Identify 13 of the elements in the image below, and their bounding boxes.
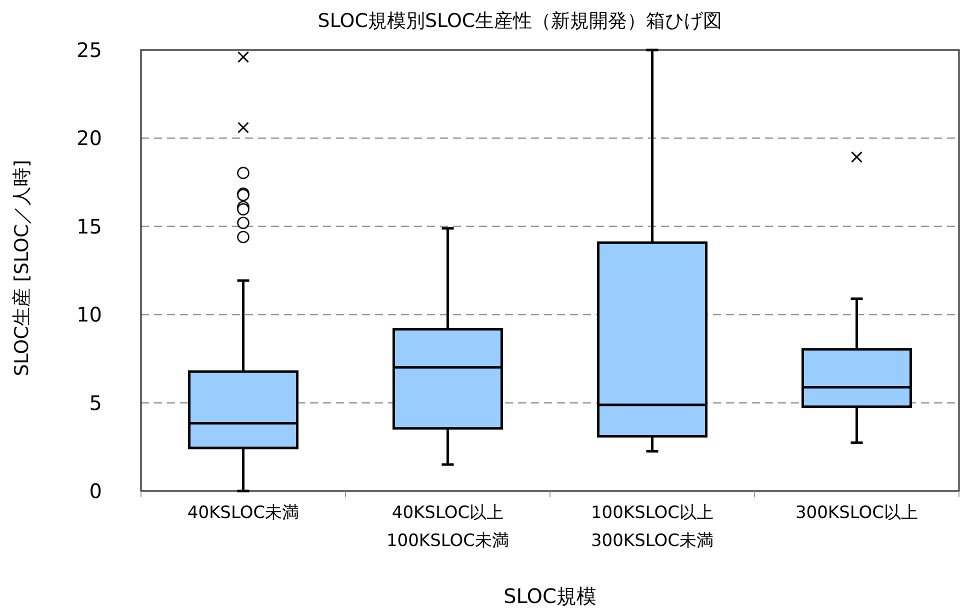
- y-tick-label: 5: [89, 390, 102, 415]
- chart-title: SLOC規模別SLOC生産性（新規開発）箱ひげ図: [318, 10, 722, 32]
- x-tick-label: 40KSLOC以上 100KSLOC未満: [386, 503, 510, 551]
- x-tick-label: 40KSLOC未満: [187, 503, 300, 523]
- y-tick-label: 15: [76, 214, 102, 238]
- y-tick-label: 10: [76, 302, 102, 327]
- x-tick-label: 300KSLOC以上: [795, 503, 918, 523]
- y-tick-label: 20: [76, 126, 102, 150]
- y-tick-label: 0: [89, 479, 102, 503]
- y-axis-title: SLOC生産 [SLOC／人時]: [11, 160, 33, 376]
- x-axis-title: SLOC規模: [504, 584, 596, 608]
- x-tick-label: 100KSLOC以上 300KSLOC未満: [590, 503, 714, 551]
- y-tick-label: 25: [76, 38, 102, 62]
